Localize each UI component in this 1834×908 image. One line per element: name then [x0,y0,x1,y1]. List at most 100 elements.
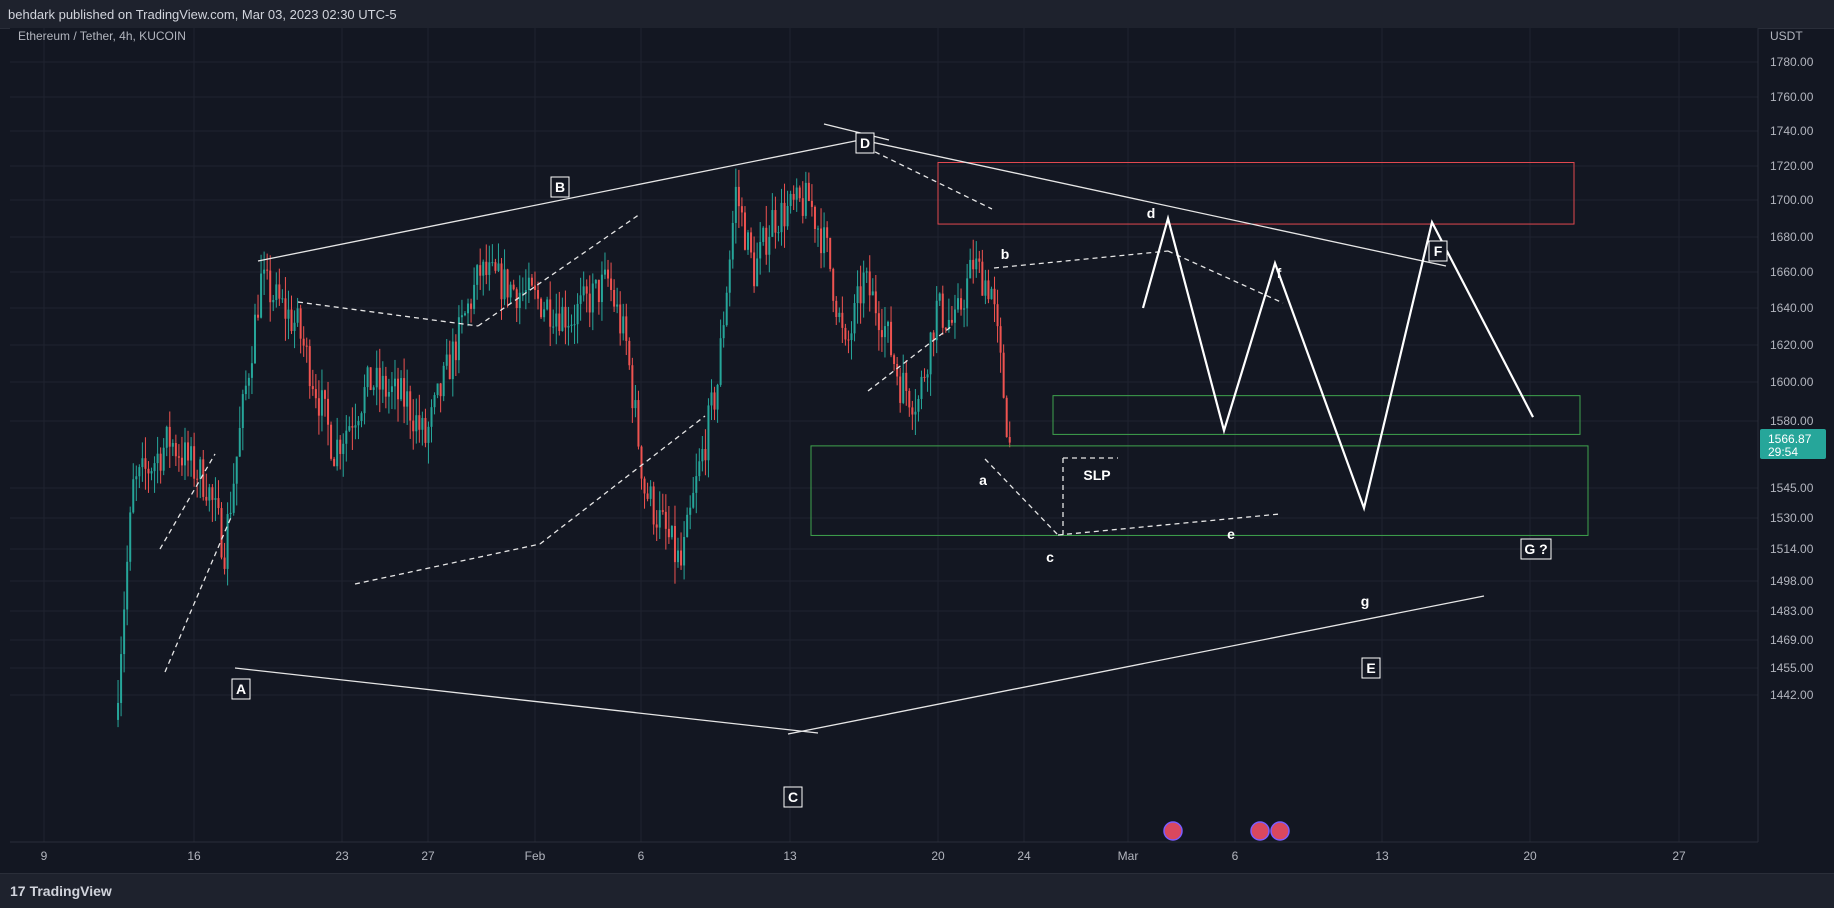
candle-body [138,467,141,477]
subwave-label: c [1046,549,1054,565]
candle-body [345,430,348,444]
candle-body [695,476,698,493]
candle-body [217,498,220,509]
candle-body [643,478,646,494]
candle-body [290,309,293,332]
dashed-subwave [539,415,706,545]
candle-body [893,355,896,364]
plot-area [10,28,1758,842]
candle-body [336,439,339,467]
candle-body [734,186,737,223]
candle-body [235,456,238,484]
candle-body [339,439,342,454]
candle-body [883,326,886,338]
candle-body [777,232,780,234]
wave-label-box [855,132,875,154]
candle-body [789,193,792,206]
trendline-b-d [257,139,861,262]
time-tick-label: 27 [1672,849,1686,863]
time-tick-label: Feb [525,849,546,863]
candle-body [899,376,902,403]
candle-body [448,354,451,380]
candle-body [625,316,628,341]
candle-body [549,299,552,327]
axes: 1780.00 1760.00 1740.00 1720.00 1700.00 1680.… [10,28,1826,863]
candle-body [877,313,880,331]
price-tick-label: 1680.00 [1770,230,1814,244]
subwave-label: e [1227,526,1235,542]
candle-body [406,391,409,407]
candle-body [737,186,740,207]
candle-body [120,654,123,703]
candle-body [409,391,412,421]
candle-body [707,405,710,461]
candle-body [600,274,603,303]
candle-body [211,487,214,500]
candle-body [664,511,667,529]
zone-resistance [937,162,1575,225]
candle-body [917,398,920,412]
candle-body [253,314,256,364]
candle-body [731,222,734,260]
candle-body [649,486,652,499]
candle-body [740,206,743,213]
candle-body [905,372,908,391]
trendline-d-tick [823,123,890,141]
candle-body [832,268,835,301]
candle-body [628,340,631,366]
candle-body [540,298,543,318]
candle-body [436,383,439,396]
price-tick-label: 1580.00 [1770,414,1814,428]
candle-body [1005,397,1008,438]
candle-body [442,365,445,397]
price-chart[interactable]: A B C D E F G ? a b c d e f g SLP 1780.00 1760.00 1740.0… [0,28,1834,873]
candle-body [573,324,576,326]
candle-body [384,375,387,397]
time-tick-label: 16 [187,849,201,863]
tradingview-logo[interactable]: 17 TradingView [10,883,112,899]
time-tick-label: 13 [1375,849,1389,863]
candle-body [996,304,999,327]
candle-body [844,327,847,340]
publish-info: behdark published on TradingView.com, Ma… [8,7,397,22]
dashed-subwave [1057,513,1281,536]
candle-body [820,228,823,254]
candle-body [871,291,874,296]
candle-body [616,304,619,307]
candle-body [838,312,841,318]
candle-body [323,390,326,399]
candle-body [451,341,454,380]
candle-body [506,269,509,298]
candle-body [704,449,707,461]
wave-labels: A B C D E F G ? a b c d e f g SLP [231,132,1552,841]
price-tick-label: 1620.00 [1770,338,1814,352]
candle-body [938,293,941,301]
candle-body [509,284,512,298]
last-price-tag [1760,429,1826,459]
candle-body [250,363,253,378]
candle-body [366,367,369,388]
candle-body [397,378,400,400]
candle-body [530,277,533,286]
candle-body [950,319,953,323]
candle-body [911,407,914,415]
price-tick-label: 1455.00 [1770,661,1814,675]
candle-body [896,363,899,377]
candle-body [156,453,159,464]
dashed-subwave [1167,250,1284,304]
price-tick-label: 1600.00 [1770,375,1814,389]
candle-body [990,288,993,300]
time-tick-label: 24 [1017,849,1031,863]
candle-body [348,426,351,431]
candle-body [552,326,555,328]
candle-body [387,391,390,397]
candle-body [147,468,150,474]
candle-body [655,524,658,528]
candle-body [969,259,972,279]
candle-body [381,375,384,390]
candle-body [813,206,816,230]
candle-body [518,292,521,309]
dashed-subwave [297,301,479,327]
candle-body [311,386,314,390]
candle-body [640,446,643,479]
